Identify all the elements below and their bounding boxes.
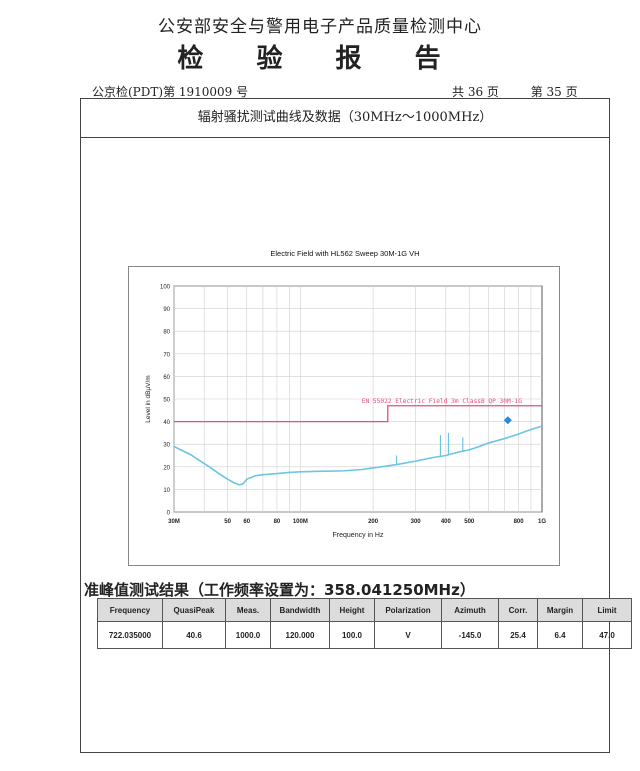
y-tick-label: 80 bbox=[163, 330, 170, 336]
y-tick-label: 60 bbox=[163, 375, 170, 381]
chart-title: Electric Field with HL562 Sweep 30M-1G V… bbox=[270, 249, 420, 258]
column-header: Polarization bbox=[374, 598, 442, 622]
report-title: 检 验 报 告 bbox=[177, 44, 463, 74]
report-frame bbox=[80, 98, 610, 753]
x-tick-label: 400 bbox=[441, 519, 452, 525]
limit-line bbox=[174, 405, 542, 423]
column-header: Azimuth bbox=[441, 598, 499, 622]
total-pages: 共 36 页 bbox=[452, 85, 499, 99]
table-cell: V bbox=[374, 621, 442, 649]
section-title: 辐射骚扰测试曲线及数据（30MHz～1000MHz） bbox=[80, 98, 610, 138]
y-tick-label: 20 bbox=[163, 465, 170, 471]
y-tick-label: 40 bbox=[163, 420, 170, 426]
table-cell: 100.0 bbox=[329, 621, 375, 649]
x-tick-label: 800 bbox=[514, 519, 525, 525]
quasi-peak-table: Frequency QuasiPeak Meas. Bandwidth Height Po… bbox=[97, 598, 632, 649]
table-cell: 47.0 bbox=[582, 621, 632, 649]
x-tick-label: 1G bbox=[538, 519, 546, 525]
quasi-peak-heading: 准峰值测试结果（工作频率设置为：358.041250MHz） bbox=[84, 581, 475, 599]
column-header: Corr. bbox=[498, 598, 538, 622]
page-info: 共 36 页 第 35 页 bbox=[452, 83, 578, 100]
table-cell: 6.4 bbox=[537, 621, 583, 649]
table-cell: 40.6 bbox=[162, 621, 226, 649]
x-tick-label: 50 bbox=[224, 519, 231, 525]
y-tick-label: 50 bbox=[163, 398, 170, 404]
chart-frame bbox=[128, 266, 560, 566]
table-cell: 722.035000 bbox=[97, 621, 163, 649]
column-header: Bandwidth bbox=[270, 598, 330, 622]
column-header: Margin bbox=[537, 598, 583, 622]
column-header: QuasiPeak bbox=[162, 598, 226, 622]
y-axis-label: Level in dBµV/m bbox=[145, 375, 152, 422]
x-axis-label: Frequency in Hz bbox=[333, 532, 384, 539]
column-header: Height bbox=[329, 598, 375, 622]
y-tick-label: 90 bbox=[163, 307, 170, 313]
x-tick-label: 100M bbox=[293, 519, 308, 525]
y-tick-label: 70 bbox=[163, 352, 170, 358]
table-cell: -145.0 bbox=[441, 621, 499, 649]
x-tick-label: 200 bbox=[368, 519, 379, 525]
y-tick-label: 10 bbox=[163, 488, 170, 494]
organization-name: 公安部安全与警用电子产品质量检测中心 bbox=[158, 17, 482, 37]
report-number: 公京检(PDT)第 1910009 号 bbox=[92, 85, 249, 99]
y-tick-label: 30 bbox=[163, 443, 170, 449]
table-cell: 120.000 bbox=[270, 621, 330, 649]
column-header: Limit bbox=[582, 598, 632, 622]
y-tick-label: 0 bbox=[167, 511, 171, 517]
x-tick-label: 30M bbox=[168, 519, 180, 525]
table-cell: 1000.0 bbox=[225, 621, 271, 649]
table-header-row: Frequency QuasiPeak Meas. Bandwidth Height Po… bbox=[97, 598, 632, 622]
emission-chart: 0 10 20 30 40 50 60 70 80 90 100 30M 50 60 80 100M 200 30… bbox=[145, 285, 546, 540]
column-header: Meas. bbox=[225, 598, 271, 622]
y-tick-label: 100 bbox=[160, 285, 171, 291]
x-tick-label: 300 bbox=[411, 519, 422, 525]
x-tick-label: 60 bbox=[243, 519, 250, 525]
current-page: 第 35 页 bbox=[530, 85, 578, 99]
table-body: 722.035000 40.6 1000.0 120.000 100.0 V -145.0 2… bbox=[97, 621, 632, 649]
limit-line-label: EN 55022 Electric Field 3m ClassB QP 30M… bbox=[362, 398, 522, 405]
x-tick-label: 500 bbox=[464, 519, 475, 525]
x-tick-label: 80 bbox=[274, 519, 281, 525]
table-row: 722.035000 40.6 1000.0 120.000 100.0 V -145.0 2… bbox=[97, 621, 632, 649]
table-cell: 25.4 bbox=[498, 621, 538, 649]
series-line bbox=[173, 425, 543, 486]
quasi-peak-marker bbox=[503, 416, 512, 425]
column-header: Frequency bbox=[97, 598, 163, 622]
